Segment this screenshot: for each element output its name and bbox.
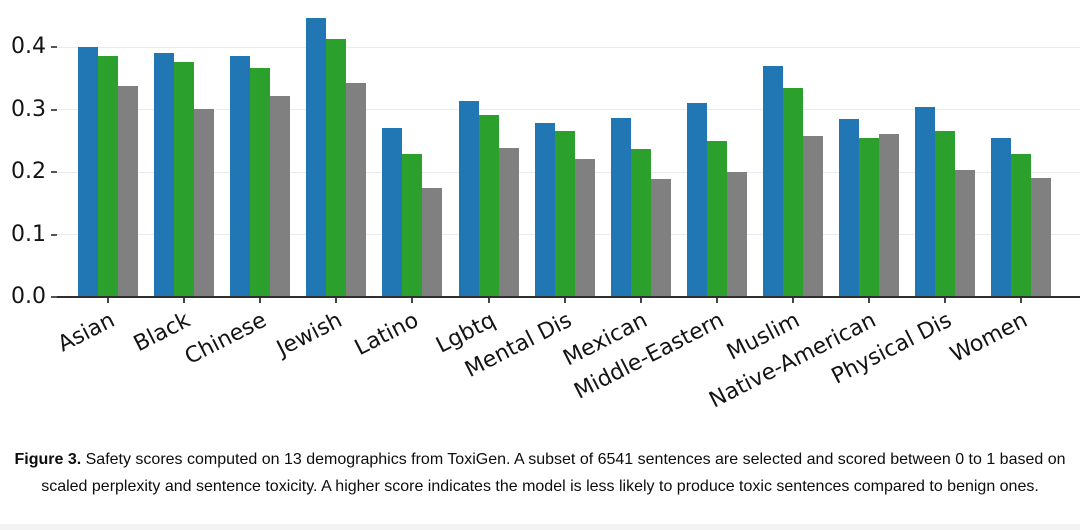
x-axis-category-label: Latino (350, 307, 423, 361)
x-axis-tick (792, 298, 794, 303)
y-gridline (57, 46, 1080, 48)
x-axis-tick (944, 298, 946, 303)
x-axis-category-label: Chinese (181, 307, 271, 370)
x-axis-tick (716, 298, 718, 303)
bar-green (98, 56, 118, 297)
bar-green (859, 138, 879, 297)
x-axis-tick (335, 298, 337, 303)
y-axis-tick-label: 0.2 (11, 159, 46, 184)
bar-blue (687, 103, 707, 297)
bar-gray (499, 148, 519, 297)
x-axis-tick (411, 298, 413, 303)
x-axis-tick (1020, 298, 1022, 303)
x-axis-tick (868, 298, 870, 303)
bar-green (402, 154, 422, 297)
x-axis-category-label: Asian (53, 307, 119, 358)
bar-blue (763, 66, 783, 297)
bar-gray (194, 109, 214, 297)
bar-green (326, 39, 346, 297)
bar-blue (535, 123, 555, 297)
bar-blue (459, 101, 479, 297)
bar-blue (230, 56, 250, 297)
x-axis-tick (107, 298, 109, 303)
bar-gray (118, 86, 138, 297)
figure-number-label: Figure 3. (14, 451, 82, 468)
y-axis-tick-label: 0.4 (11, 34, 46, 59)
bar-gray (955, 170, 975, 297)
x-axis-tick (488, 298, 490, 303)
bar-green (555, 131, 575, 297)
x-axis-tick (640, 298, 642, 303)
bar-green (707, 141, 727, 297)
bar-green (479, 115, 499, 297)
bar-blue (306, 18, 326, 297)
x-axis-tick (259, 298, 261, 303)
bar-gray (575, 159, 595, 297)
bar-gray (270, 96, 290, 297)
bar-green (250, 68, 270, 297)
bar-green (631, 149, 651, 297)
bar-green (783, 88, 803, 297)
y-gridline (57, 109, 1080, 110)
y-axis-tick-label: 0.3 (11, 96, 46, 122)
y-axis-tick (51, 233, 57, 236)
figure-caption: Figure 3. Safety scores computed on 13 d… (14, 446, 1066, 500)
y-axis-tick-label: 0.0 (11, 284, 46, 309)
y-axis-tick (51, 108, 57, 111)
bar-gray (879, 134, 899, 297)
x-axis-tick (183, 298, 185, 303)
bar-blue (915, 107, 935, 297)
bar-blue (991, 138, 1011, 297)
x-axis-category-label: Jewish (273, 307, 347, 362)
y-axis-tick-label: 0.1 (11, 221, 46, 247)
bar-blue (382, 128, 402, 297)
bar-gray (803, 136, 823, 297)
bar-gray (1031, 178, 1051, 297)
bar-gray (346, 83, 366, 297)
y-axis-tick (51, 296, 57, 298)
next-section-top-edge (0, 524, 1080, 530)
x-axis-tick (564, 298, 566, 303)
bar-blue (78, 47, 98, 297)
bar-gray (727, 172, 747, 297)
bar-blue (154, 53, 174, 297)
x-axis-category-label: Women (946, 307, 1032, 368)
y-axis-tick (51, 171, 57, 173)
bar-blue (839, 119, 859, 297)
bar-green (935, 131, 955, 297)
x-axis-line (57, 296, 1080, 298)
bar-gray (651, 179, 671, 297)
safety-scores-bar-chart: 0.0 0.1 0.2 0.3 0.4 Asian Black Chinese Jewish La… (11, 18, 1080, 413)
bar-green (1011, 154, 1031, 297)
bar-blue (611, 118, 631, 297)
bar-green (174, 62, 194, 297)
y-axis-tick (51, 46, 57, 48)
figure-caption-text: Safety scores computed on 13 demographic… (41, 451, 1066, 495)
bar-gray (422, 188, 442, 297)
